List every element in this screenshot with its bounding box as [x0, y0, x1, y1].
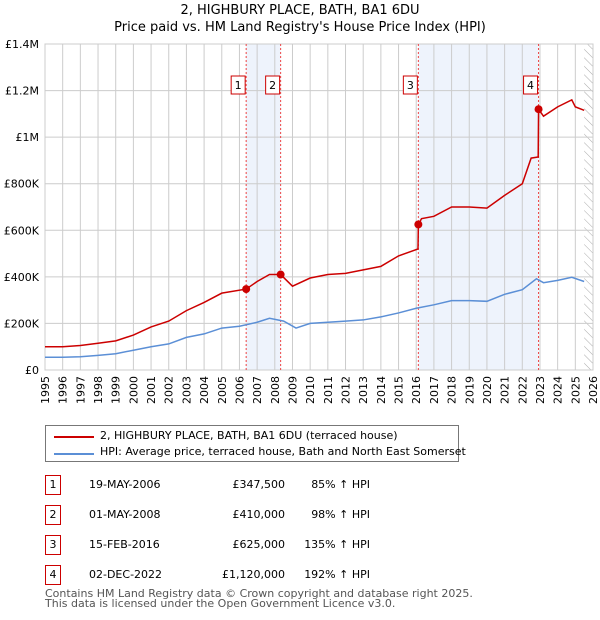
sale-hpi-change: 98% ↑ HPI	[311, 508, 370, 521]
legend-swatch-hpi	[54, 453, 94, 455]
sale-point	[276, 270, 285, 279]
y-tick-label: £400K	[4, 271, 40, 284]
sale-price: £410,000	[232, 508, 286, 521]
sale-date: 02-DEC-2022	[89, 568, 163, 581]
sale-hpi-change: 135% ↑ HPI	[304, 538, 370, 551]
x-tick-label: 2011	[322, 376, 335, 404]
x-tick-label: 2010	[304, 376, 317, 404]
sale-date: 01-MAY-2008	[89, 508, 161, 521]
legend: 2, HIGHBURY PLACE, BATH, BA1 6DU (terrac…	[45, 425, 466, 462]
legend-hpi: HPI: Average price, terraced house, Bath…	[100, 445, 466, 458]
x-tick-label: 2015	[393, 376, 406, 404]
footer: Contains HM Land Registry data © Crown c…	[45, 587, 473, 610]
x-tick-label: 2000	[127, 376, 140, 404]
x-tick-label: 1999	[110, 376, 123, 404]
x-tick-label: 2019	[463, 376, 476, 404]
sale-label: 2	[269, 79, 276, 92]
sale-label: 3	[407, 79, 414, 92]
y-tick-label: £600K	[4, 224, 40, 237]
sale-number: 2	[45, 505, 61, 525]
x-tick-label: 2023	[534, 376, 547, 404]
x-tick-label: 2022	[516, 376, 529, 404]
legend-property: 2, HIGHBURY PLACE, BATH, BA1 6DU (terrac…	[100, 429, 398, 442]
footer-line: This data is licensed under the Open Gov…	[45, 597, 396, 610]
sale-price: £1,120,000	[222, 568, 285, 581]
chart-subtitle: Price paid vs. HM Land Registry's House …	[114, 20, 486, 35]
series-line-hpi	[45, 276, 585, 358]
x-tick-label: 2005	[216, 376, 229, 404]
y-tick-label: £200K	[4, 317, 40, 330]
sale-number: 3	[45, 535, 61, 555]
x-tick-label: 2002	[163, 376, 176, 404]
sale-number: 1	[45, 475, 61, 495]
y-tick-label: £0	[25, 364, 39, 377]
x-tick-label: 2025	[569, 376, 582, 404]
x-tick-label: 2021	[499, 376, 512, 404]
sale-price: £347,500	[232, 478, 286, 491]
legend-swatch-property	[54, 436, 94, 438]
x-tick-label: 1996	[57, 376, 70, 404]
x-tick-label: 2024	[552, 376, 565, 404]
sale-date: 19-MAY-2006	[89, 478, 161, 491]
sale-label: 4	[527, 79, 534, 92]
y-tick-label: £1M	[16, 131, 40, 144]
sale-point	[534, 105, 543, 114]
y-tick-label: £800K	[4, 178, 40, 191]
sale-hpi-change: 85% ↑ HPI	[311, 478, 370, 491]
x-tick-label: 2026	[587, 376, 600, 404]
sale-label: 1	[235, 79, 242, 92]
x-tick-label: 2001	[145, 376, 158, 404]
forecast-hatch	[584, 44, 593, 370]
y-tick-label: £1.2M	[5, 85, 39, 98]
sale-label-box	[265, 75, 281, 95]
sale-hpi-change: 192% ↑ HPI	[304, 568, 370, 581]
y-tick-label: £1.4M	[5, 38, 39, 51]
x-tick-label: 2016	[410, 376, 423, 404]
sale-point	[414, 220, 423, 229]
plot-area: 1995 1996 1997 1998 1999 2000 2001 2002 2003 2004…	[4, 38, 600, 404]
x-tick-label: 1995	[39, 376, 52, 404]
x-tick-label: 2020	[481, 376, 494, 404]
footer-line: Contains HM Land Registry data © Crown c…	[45, 587, 473, 600]
sale-point	[242, 285, 251, 294]
x-tick-label: 2003	[180, 376, 193, 404]
sale-price: £625,000	[232, 538, 286, 551]
x-tick-label: 2009	[286, 376, 299, 404]
x-tick-label: 2012	[340, 376, 353, 404]
x-tick-label: 2013	[357, 376, 370, 404]
x-tick-label: 1997	[74, 376, 87, 404]
sale-label-box	[402, 75, 418, 95]
x-tick-label: 1998	[92, 376, 105, 404]
chart-title: 2, HIGHBURY PLACE, BATH, BA1 6DU	[180, 3, 420, 18]
x-tick-label: 2008	[269, 376, 282, 404]
x-tick-label: 2006	[233, 376, 246, 404]
x-tick-label: 2007	[251, 376, 264, 404]
series-line-property	[45, 98, 585, 348]
sale-label-box	[523, 75, 539, 95]
plot-border	[44, 43, 594, 371]
x-tick-label: 2017	[428, 376, 441, 404]
x-tick-label: 2018	[446, 376, 459, 404]
x-tick-label: 2014	[375, 376, 388, 404]
x-tick-label: 2004	[198, 376, 211, 404]
sale-number: 4	[45, 565, 61, 585]
sale-date: 15-FEB-2016	[89, 538, 160, 551]
sale-label-box	[230, 75, 246, 95]
